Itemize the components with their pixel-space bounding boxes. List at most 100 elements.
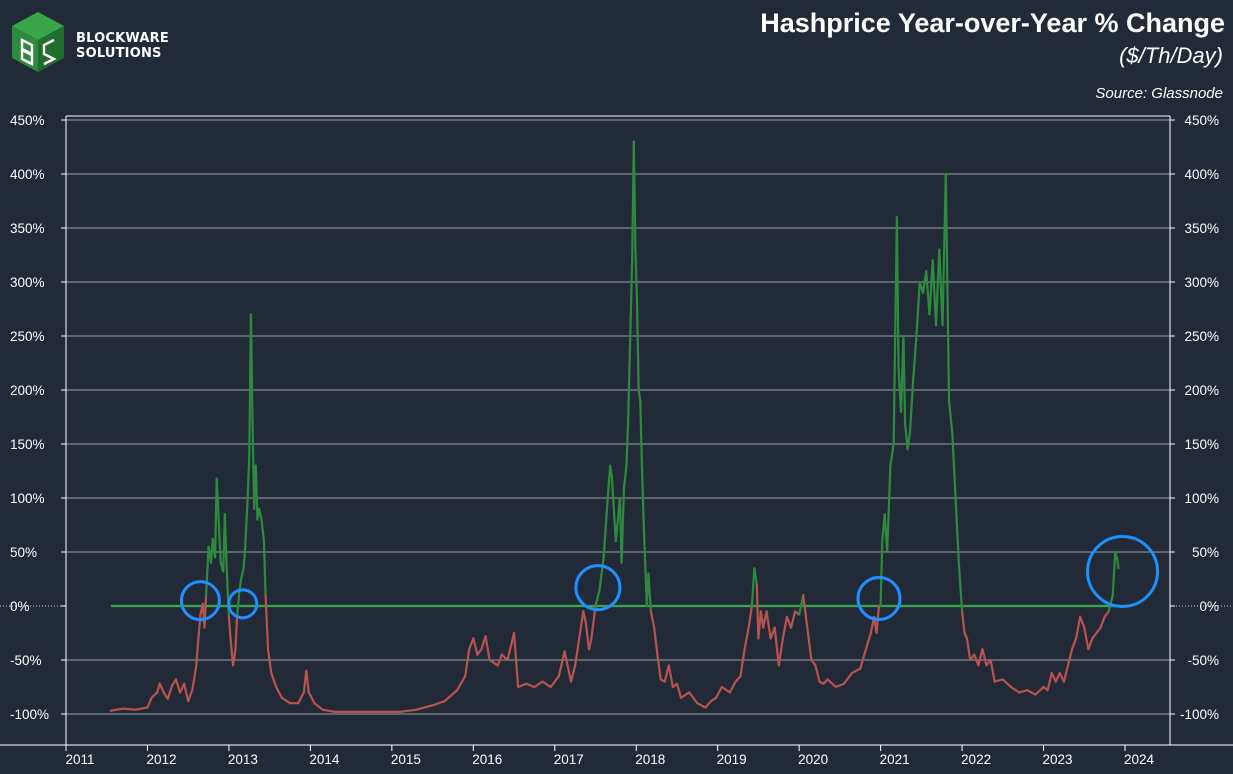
series-segment-negative: [675, 682, 683, 699]
y-tick-label-right: 400%: [1184, 167, 1219, 182]
series-segment-negative: [1091, 631, 1098, 640]
series-segment-negative: [1103, 610, 1110, 618]
series-segment-negative: [166, 684, 173, 700]
series-segment-negative: [563, 650, 573, 683]
series-segment-negative: [1026, 689, 1037, 696]
brand-name: BLOCKWARE SOLUTIONS: [76, 31, 169, 61]
highlight-circle: [574, 564, 622, 612]
x-tick-label: 2017: [554, 752, 584, 767]
series-segment-negative: [1087, 637, 1094, 651]
series-segment-negative: [525, 682, 536, 689]
chart-source: Source: Glassnode: [1095, 85, 1223, 102]
x-tick-label: 2014: [309, 752, 340, 767]
series-segment-negative: [720, 685, 732, 694]
series-segment-negative: [667, 664, 674, 689]
series-segment-negative: [590, 604, 597, 640]
series-segment-negative: [1075, 615, 1082, 640]
series-segment-positive: [262, 540, 267, 597]
y-tick-label-left: -50%: [10, 653, 42, 668]
x-tick-label: 2021: [880, 752, 910, 767]
series-segment-negative: [231, 648, 237, 667]
series-segment-negative: [826, 678, 837, 689]
series-segment-negative: [810, 658, 817, 667]
x-tick-label: 2019: [717, 752, 747, 767]
series-segment-negative: [121, 707, 137, 711]
series-segment-negative: [321, 708, 336, 713]
series-segment-negative: [307, 691, 316, 705]
brand-line-2: SOLUTIONS: [76, 46, 162, 61]
y-tick-label-right: -50%: [1187, 653, 1219, 668]
y-tick-labels: 450% 450% 400% 400% 350% 350% 300% 300% 250% 250%…: [10, 113, 1219, 722]
series-segment-negative: [802, 594, 809, 629]
highlight-circle: [856, 575, 902, 621]
series-segment-negative: [191, 664, 198, 692]
series-segment-negative: [728, 680, 737, 694]
series-segment-positive: [249, 313, 254, 424]
series-segment-positive: [632, 140, 637, 251]
series-segment-negative: [305, 669, 310, 694]
chart-subtitle: ($/Th/Day): [1119, 43, 1223, 68]
x-tick-label: 2011: [65, 752, 94, 767]
series-segment-negative: [739, 648, 746, 678]
series-segment-positive: [902, 334, 907, 424]
series-segment-positive: [223, 513, 228, 564]
series-segment-negative: [549, 675, 560, 689]
series-segment-positive: [246, 453, 251, 500]
series-segment-positive: [235, 588, 241, 618]
series-segment-negative: [1009, 685, 1021, 694]
y-tick-label-right: -100%: [1180, 707, 1219, 722]
y-tick-label-right: 100%: [1184, 491, 1219, 506]
series-segment-negative: [270, 671, 278, 689]
x-tick-label: 2024: [1124, 752, 1155, 767]
series-segment-positive: [879, 540, 884, 608]
x-tick-label: 2012: [146, 752, 176, 767]
series-segment-negative: [747, 604, 754, 629]
y-tick-label-left: -100%: [10, 707, 49, 722]
y-tick-label-right: 200%: [1184, 383, 1219, 398]
series-segment-negative: [814, 664, 821, 683]
series-segment-negative: [533, 680, 544, 689]
series-segment-positive: [242, 545, 247, 570]
y-tick-label-right: 50%: [1192, 545, 1219, 560]
chart-title: Hashprice Year-over-Year % Change: [760, 8, 1225, 38]
series-segment-negative: [472, 637, 479, 656]
series-segment-negative: [187, 689, 194, 703]
series-segment-negative: [1066, 648, 1074, 667]
series-segment-negative: [150, 691, 159, 699]
series-segment-negative: [765, 610, 772, 640]
series-segment-negative: [512, 631, 520, 689]
series-segment-negative: [297, 691, 305, 705]
series-segment-positive: [622, 464, 628, 489]
y-tick-label-right: 450%: [1184, 113, 1219, 128]
series-segment-positive: [634, 248, 639, 305]
series-segment-negative: [773, 626, 780, 667]
series-segment-positive: [642, 518, 647, 564]
series-segment-negative: [777, 637, 784, 667]
series-segment-negative: [557, 650, 566, 678]
x-tick-label: 2016: [472, 752, 502, 767]
series-segment-negative: [488, 658, 499, 667]
y-tick-label-left: 100%: [10, 491, 45, 506]
series-segment-negative: [517, 682, 528, 689]
series-segment-negative: [443, 689, 459, 703]
series-segment-positive: [750, 567, 756, 608]
series-segment-negative: [476, 648, 483, 656]
series-segment-negative: [264, 594, 270, 651]
series-segment-negative: [1054, 671, 1061, 683]
series-segment-positive: [895, 216, 900, 370]
series-segment-negative: [704, 699, 713, 709]
series-segment-negative: [859, 648, 868, 670]
series-segment-negative: [195, 642, 200, 667]
y-tick-label-left: 450%: [10, 113, 45, 128]
series-segment-positive: [594, 588, 601, 608]
highlight-circle: [1086, 534, 1160, 608]
series-segment-negative: [989, 658, 996, 683]
series-segment-negative: [506, 631, 516, 662]
series-segment-negative: [714, 685, 723, 699]
y-tick-label-left: 300%: [10, 275, 45, 290]
series-segment-positive: [951, 432, 957, 500]
series-segment-negative: [1079, 615, 1086, 629]
series-segment-positive: [640, 464, 645, 521]
series-segment-negative: [781, 615, 789, 640]
